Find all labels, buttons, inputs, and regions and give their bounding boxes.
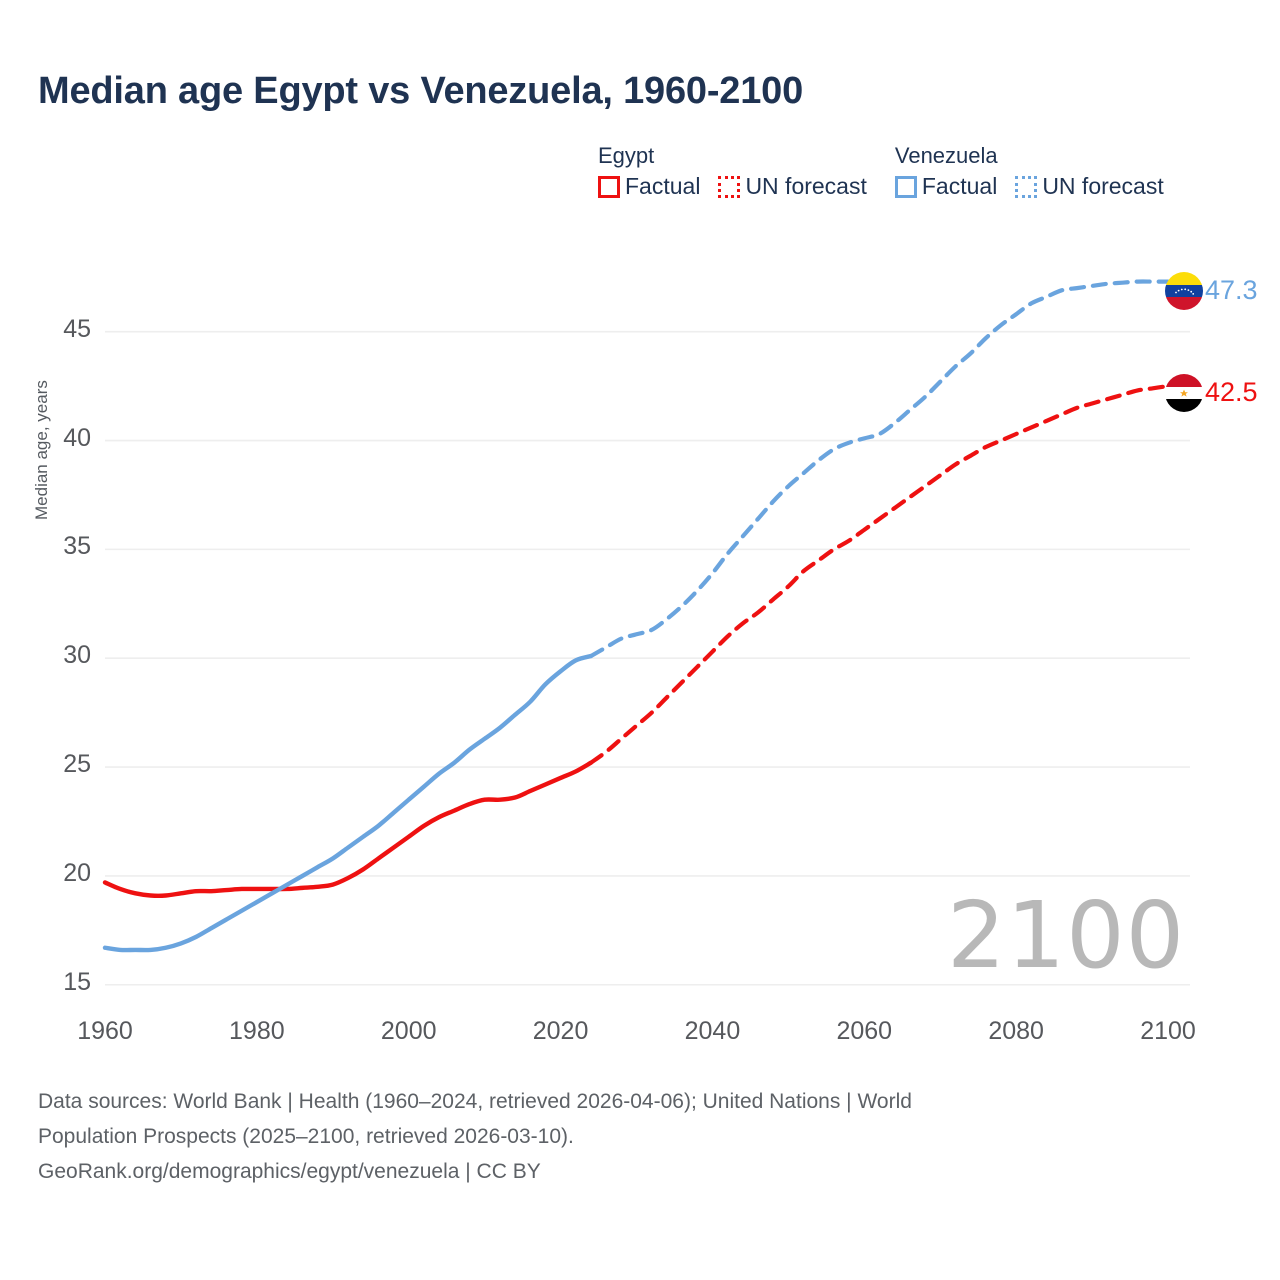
x-tick-label: 2100 <box>1140 1017 1196 1045</box>
venezuela-end-value: 47.3 <box>1205 275 1258 305</box>
egypt-factual-line <box>102 760 594 898</box>
x-tick-label: 2080 <box>988 1017 1044 1045</box>
legend-item-venezuela-forecast[interactable]: UN forecast <box>1015 173 1164 200</box>
legend-country-egypt: Egypt <box>598 143 655 168</box>
y-tick-label: 20 <box>63 858 91 887</box>
venezuela-flag-icon <box>1165 272 1203 310</box>
legend-label-egypt-factual: Factual <box>625 173 701 199</box>
year-watermark: 2100 <box>947 882 1186 989</box>
y-tick-label: 15 <box>63 967 91 996</box>
x-tick-label: 1960 <box>77 1017 133 1045</box>
x-tick-label: 2040 <box>684 1017 741 1045</box>
page-title: Median age Egypt vs Venezuela, 1960-2100 <box>38 70 804 112</box>
legend-item-egypt-factual[interactable]: Factual <box>598 173 700 200</box>
legend-label-venezuela-forecast: UN forecast <box>1042 173 1164 199</box>
legend-group-venezuela: Venezuela Factual UN forecast <box>894 143 1164 200</box>
x-tick-label: 2020 <box>532 1017 589 1045</box>
egypt-flag-icon <box>1165 374 1203 412</box>
gridlines <box>105 330 1190 986</box>
x-tick-label: 2000 <box>380 1017 437 1045</box>
footer-line-3: GeoRank.org/demographics/egypt/venezuela… <box>38 1160 541 1183</box>
venezuela-forecast-line <box>588 279 1171 659</box>
footer-sources: Data sources: World Bank | Health (1960–… <box>38 1086 1168 1187</box>
y-tick-label: 40 <box>63 423 91 452</box>
egypt-forecast-line <box>588 383 1171 765</box>
legend-row-egypt: Factual UN forecast <box>598 173 867 200</box>
y-tick-label: 45 <box>63 314 91 343</box>
legend-group-egypt: Egypt Factual UN forecast <box>598 143 867 200</box>
legend-swatch-solid-icon <box>598 175 620 198</box>
data-series-layer <box>102 279 1171 953</box>
chart-legend: Egypt Factual UN forecast Venezuela Fact… <box>598 143 1164 200</box>
legend-item-venezuela-factual[interactable]: Factual <box>894 173 998 200</box>
y-tick-label: 35 <box>63 532 91 561</box>
egypt-end-value: 42.5 <box>1205 377 1258 407</box>
legend-country-venezuela: Venezuela <box>894 143 998 168</box>
legend-row-venezuela: Factual UN forecast <box>894 173 1164 200</box>
venezuela-factual-line <box>102 653 594 953</box>
legend-swatch-dotted-icon <box>718 175 741 198</box>
y-tick-label: 25 <box>63 750 91 779</box>
x-tick-label: 1980 <box>229 1017 285 1045</box>
legend-swatch-solid-icon <box>894 175 917 198</box>
legend-label-venezuela-factual: Factual <box>921 173 998 199</box>
x-tick-label: 2060 <box>836 1017 893 1045</box>
y-tick-label: 30 <box>63 641 91 670</box>
legend-swatch-dotted-icon <box>1015 175 1038 198</box>
legend-item-egypt-forecast[interactable]: UN forecast <box>718 173 867 200</box>
legend-label-egypt-forecast: UN forecast <box>745 173 867 199</box>
footer-line-2: Population Prospects (2025–2100, retriev… <box>38 1125 574 1148</box>
footer-line-1: Data sources: World Bank | Health (1960–… <box>38 1090 912 1113</box>
